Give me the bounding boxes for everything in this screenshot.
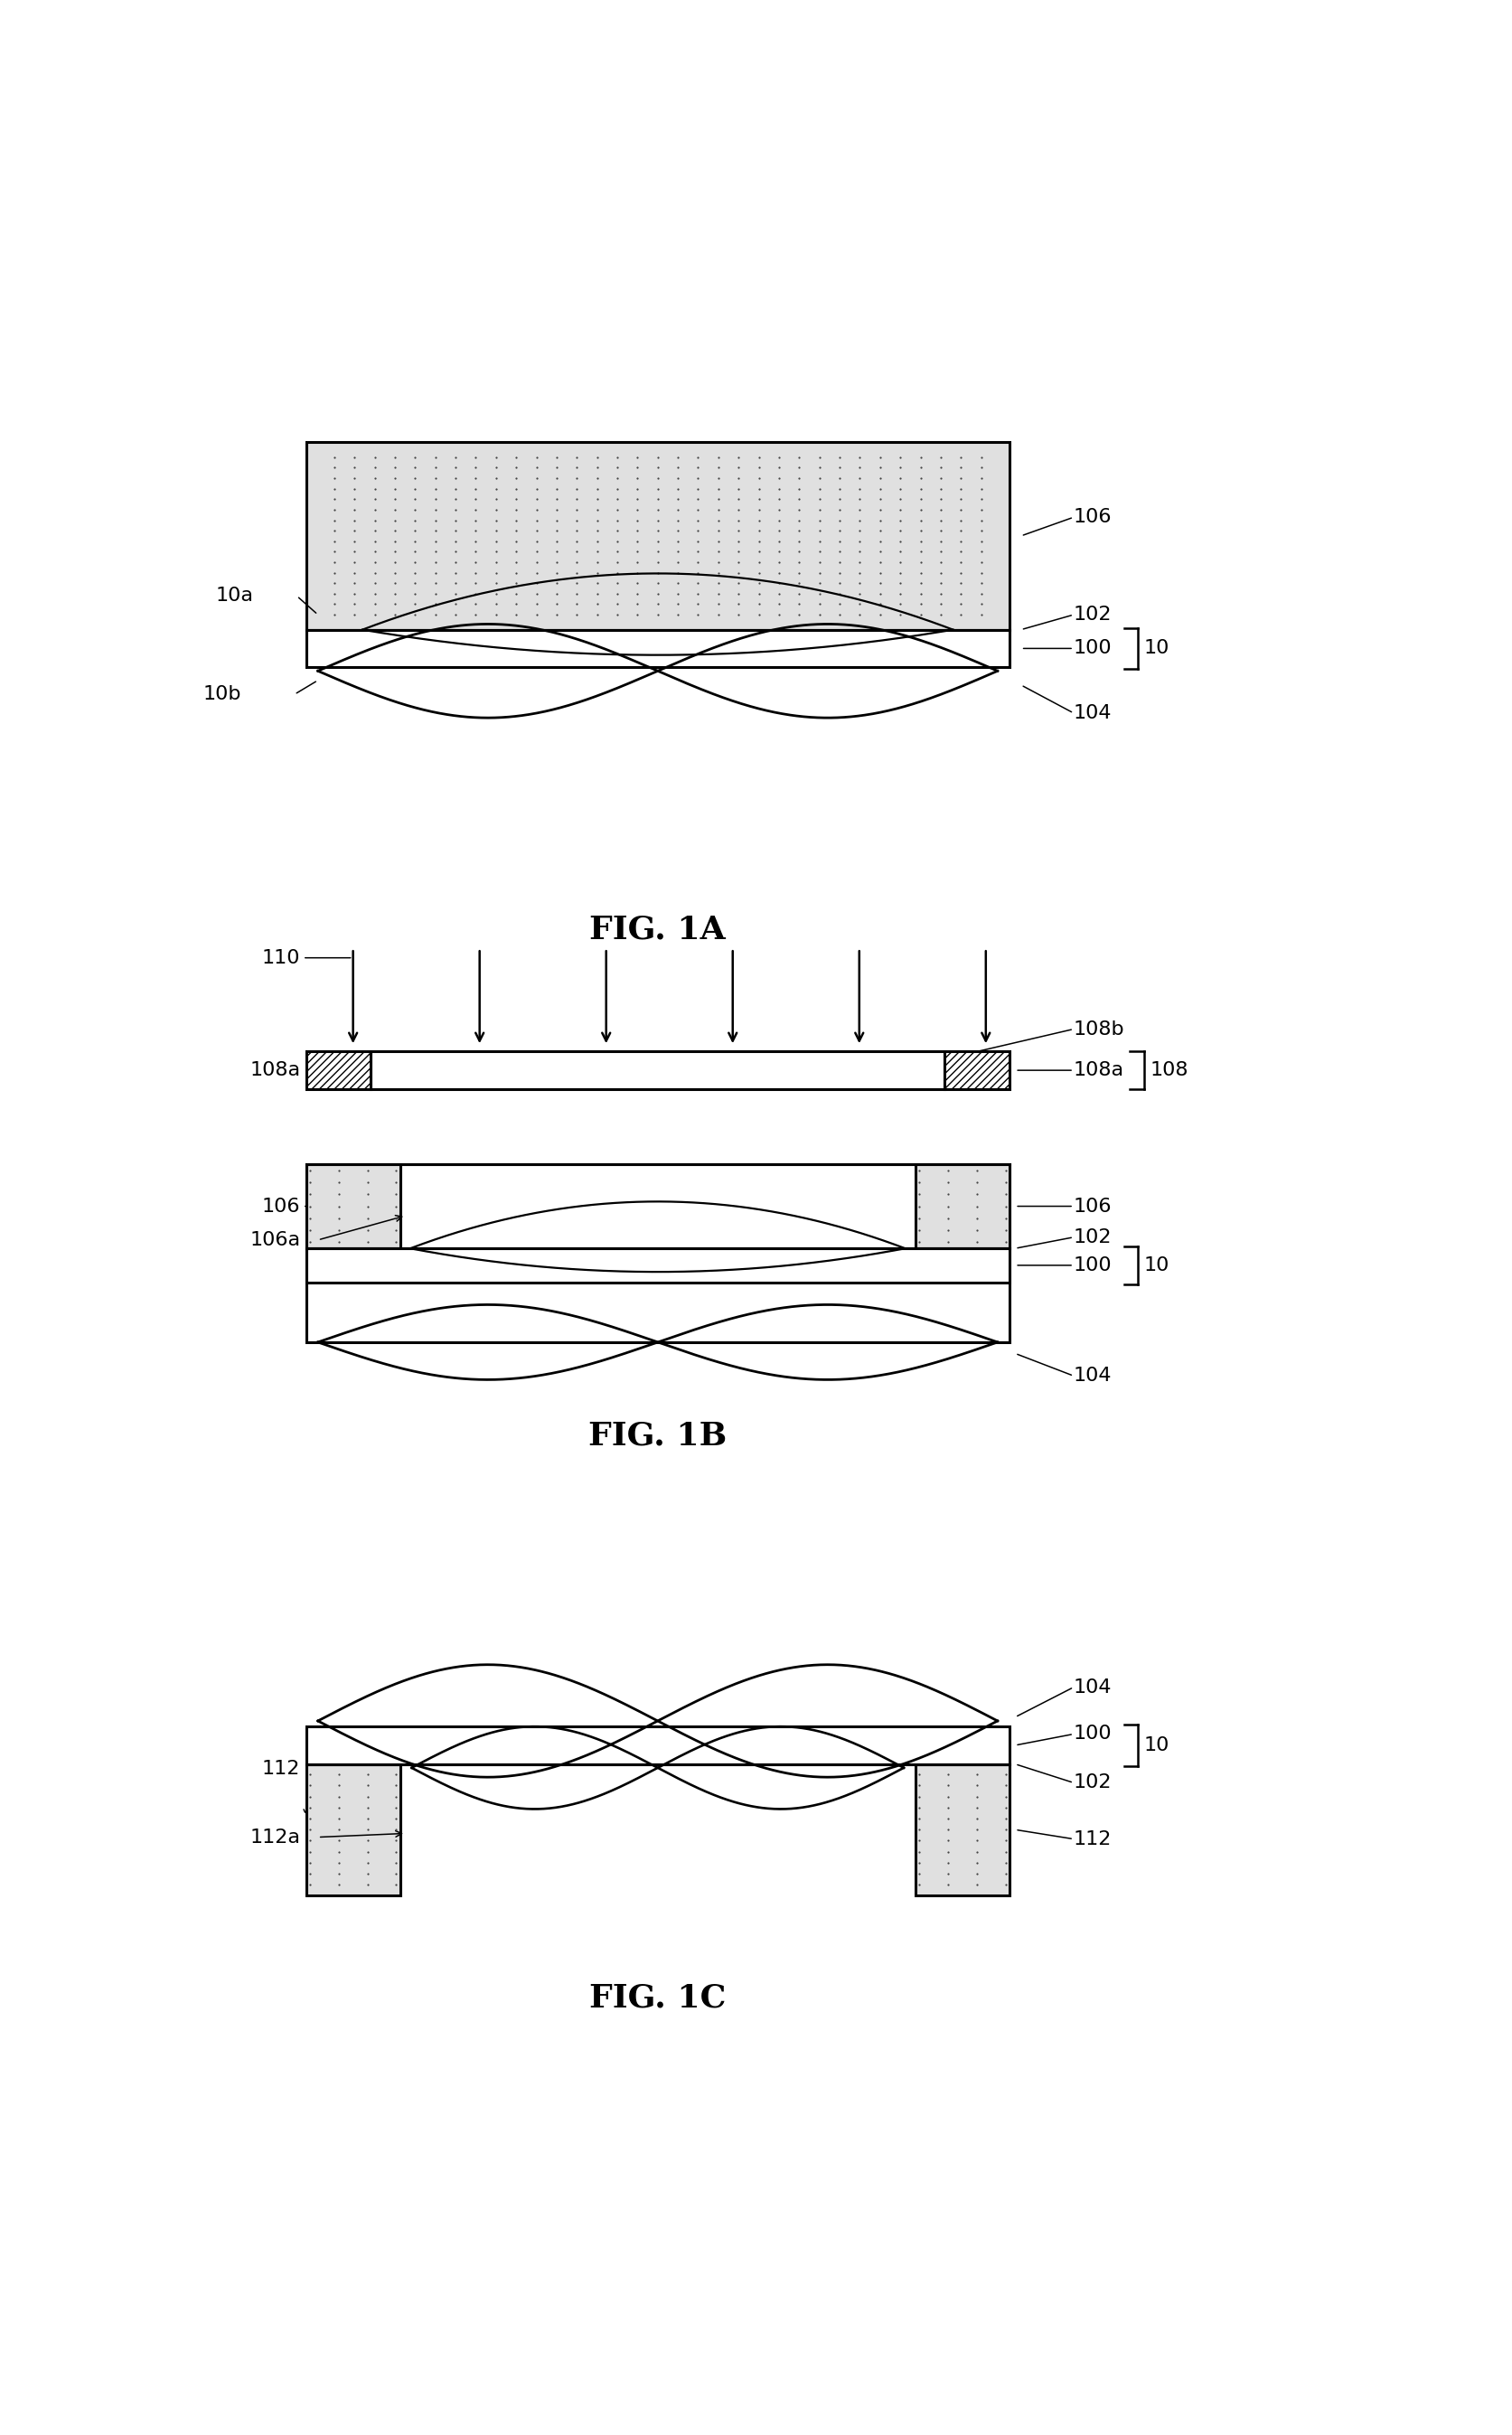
Bar bbox=[916, 1164, 1009, 1249]
Bar bbox=[305, 1763, 399, 1894]
Text: 106: 106 bbox=[1074, 1198, 1113, 1215]
Bar bbox=[305, 1726, 1009, 1763]
Bar bbox=[370, 1052, 945, 1088]
Text: 10: 10 bbox=[1145, 1256, 1170, 1274]
Text: 108a: 108a bbox=[249, 1062, 301, 1079]
Bar bbox=[305, 1249, 1009, 1283]
Text: FIG. 1C: FIG. 1C bbox=[590, 1982, 726, 2014]
Text: 108a: 108a bbox=[1074, 1062, 1125, 1079]
Bar bbox=[916, 1763, 1009, 1894]
Text: FIG. 1A: FIG. 1A bbox=[590, 913, 726, 945]
Text: 102: 102 bbox=[1074, 1227, 1113, 1247]
Text: 104: 104 bbox=[1074, 1678, 1113, 1697]
Text: 102: 102 bbox=[1074, 1773, 1113, 1792]
Bar bbox=[305, 1164, 399, 1249]
Text: 104: 104 bbox=[1074, 1366, 1113, 1386]
Text: 106: 106 bbox=[262, 1198, 301, 1215]
Text: 106: 106 bbox=[1074, 509, 1113, 526]
Text: 10: 10 bbox=[1145, 640, 1170, 657]
Text: FIG. 1B: FIG. 1B bbox=[588, 1420, 727, 1451]
Bar bbox=[305, 631, 1009, 667]
Text: 112: 112 bbox=[1074, 1831, 1111, 1848]
Bar bbox=[305, 1052, 370, 1088]
Text: 104: 104 bbox=[1074, 704, 1113, 723]
Text: 10b: 10b bbox=[203, 684, 242, 704]
Bar bbox=[305, 1164, 1009, 1342]
Text: 10: 10 bbox=[1145, 1736, 1170, 1753]
Text: 112: 112 bbox=[262, 1761, 301, 1778]
Text: 106a: 106a bbox=[249, 1232, 301, 1249]
Text: 100: 100 bbox=[1074, 640, 1113, 657]
Text: 102: 102 bbox=[1074, 606, 1113, 623]
Text: 100: 100 bbox=[1074, 1256, 1113, 1274]
Text: 112a: 112a bbox=[249, 1829, 301, 1846]
Bar bbox=[305, 443, 1009, 631]
Text: 108b: 108b bbox=[1074, 1020, 1125, 1037]
Bar bbox=[945, 1052, 1009, 1088]
Text: 100: 100 bbox=[1074, 1724, 1113, 1743]
Text: 10a: 10a bbox=[216, 587, 254, 604]
Text: 110: 110 bbox=[262, 950, 301, 967]
Text: 108: 108 bbox=[1149, 1062, 1188, 1079]
